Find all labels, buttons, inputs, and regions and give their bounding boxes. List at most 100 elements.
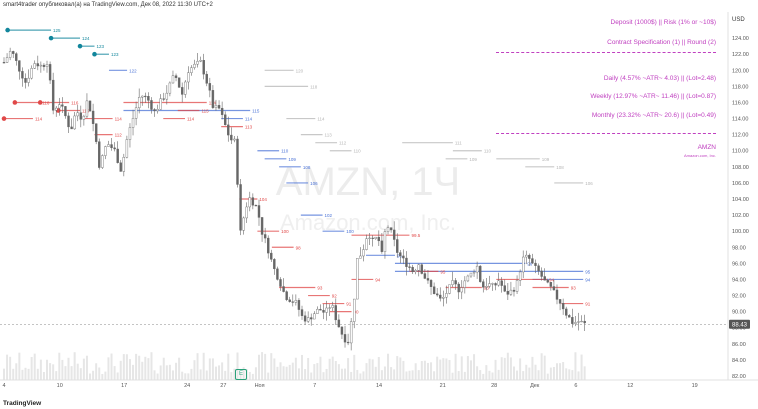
volume-bar [463,371,466,380]
y-tick-label: 104.00 [732,197,749,203]
volume-bar [457,371,460,380]
volume-bar [301,354,304,380]
volume-bar [282,366,285,380]
volume-bar [187,373,190,380]
volume-bar [374,366,377,380]
volume-bar [291,362,294,380]
candle-body [276,268,279,280]
level-label: 94 [375,277,381,282]
x-tick-label: 21 [440,383,446,389]
candle-body [27,77,30,83]
volume-bar [273,358,276,380]
candle-body [36,63,39,67]
volume-bar [159,365,162,380]
candle-body [251,197,255,206]
candle-body [494,283,497,286]
candle-body [328,307,331,309]
candle-body [543,276,546,281]
candle-body [583,320,586,324]
volume-bar [73,352,76,380]
volume-bar [221,362,224,380]
volume-bar [331,356,334,380]
candle-body [227,124,230,136]
level-label: 110 [281,149,289,154]
volume-bar [479,370,482,380]
level-marker [77,43,83,49]
candle-body [451,280,454,285]
volume-bar [178,357,181,380]
volume-bar [522,371,525,380]
candle-body [282,286,285,292]
price-axis[interactable]: 82.0084.0086.0088.0090.0092.0094.0096.00… [732,36,749,380]
volume-bar [359,373,362,380]
level-label: 102 [325,213,333,218]
candle-body [362,249,365,257]
candle-body [426,278,430,281]
volume-bar [202,352,205,380]
volume-bar [24,367,27,380]
candle-body [340,326,344,335]
candle-body [466,275,470,282]
y-tick-label: 94.00 [732,277,746,283]
candle-body [273,259,276,270]
volume-bar [436,356,439,380]
volume-bar [445,358,448,380]
level-label: 113 [325,133,333,138]
candle-body [144,95,147,98]
volume-bar [448,359,451,380]
y-tick-label: 82.00 [732,374,746,380]
candle-body [414,270,417,273]
volume-bar [362,371,365,380]
candle-body [561,303,565,310]
candle-body [294,300,298,303]
volume-bar [531,356,534,380]
publish-header: smart4trader опубликовал(а) на TradingVi… [3,2,213,8]
volume-bar [233,368,236,380]
volume-bar [417,370,420,380]
volume-bar [583,366,586,380]
level-label: 114 [187,117,195,122]
candle-body [405,257,408,267]
volume-bar [9,356,12,380]
candle-body [51,79,55,111]
candle-body [522,256,525,273]
volume-bar [181,371,184,380]
volume-bar [162,357,165,380]
volume-bar [297,368,300,380]
tradingview-logo[interactable]: TradingView [3,400,42,407]
volume-bar [89,373,92,380]
candle-body [5,57,9,63]
level-label: 94 [585,277,591,282]
time-axis[interactable]: 4 10 17 24 27 Ноя 7 14 21 28 Дек 6 12 19 [2,383,697,389]
volume-bar [319,356,322,380]
candle-body [122,157,126,172]
earnings-badge[interactable]: E [235,369,247,380]
volume-bar [27,368,30,380]
level-label: 98 [296,245,302,250]
volume-bar [279,362,282,380]
symbol-watermark: AMZN, 1Ч Amazon.com, Inc. [276,160,460,235]
volume-bar [325,368,328,380]
candle-body [399,252,402,257]
candle-body [558,299,562,304]
candle-body [104,146,107,156]
candle-body [331,305,334,308]
candle-body [512,289,516,292]
level-label: 113 [245,125,253,130]
candle-body [220,107,224,115]
volume-bar [512,366,515,380]
candle-body [402,255,405,259]
candle-body [156,109,159,112]
volume-bar [509,357,512,380]
candle-body [380,240,384,252]
volume-bar [42,372,45,380]
volume-bar [353,354,356,380]
volume-bar [285,366,288,380]
daily-line: Daily (4.57% ~ATR~ 4.03) || (Lot=2.48) [603,75,716,82]
info-panel: Deposit (1000$) || Risk (1% or ~10$) Con… [376,19,716,170]
candle-body [171,75,175,84]
volume-bar [257,354,260,380]
volume-bar [559,363,562,380]
volume-bar [497,369,500,380]
